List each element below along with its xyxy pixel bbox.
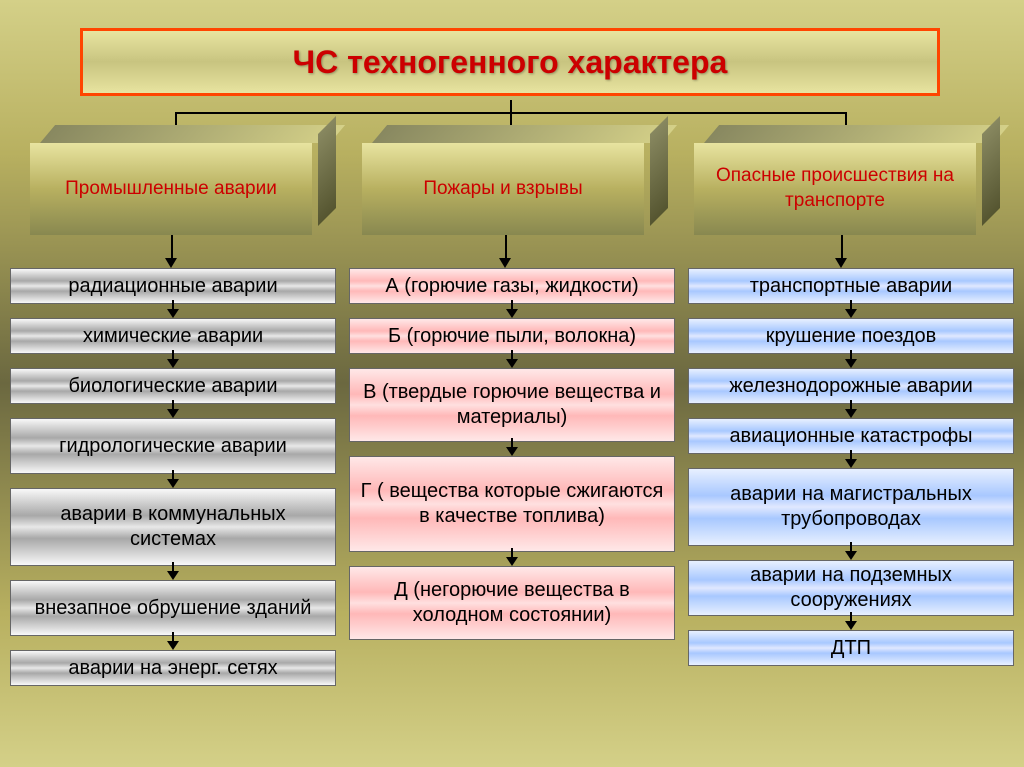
list-item: ДТП bbox=[688, 630, 1014, 666]
list-item: гидрологические аварии bbox=[10, 418, 336, 474]
arrow-down-icon bbox=[850, 400, 852, 410]
arrow-down-icon bbox=[172, 562, 174, 572]
item-text: химические аварии bbox=[83, 324, 263, 349]
item-text: аварии на магистральных трубопроводах bbox=[695, 482, 1007, 532]
list-item: Д (негорючие вещества в холодном состоян… bbox=[349, 566, 675, 640]
item-text: транспортные аварии bbox=[750, 274, 952, 299]
item-text: биологические аварии bbox=[68, 374, 277, 399]
list-item: аварии в коммунальных системах bbox=[10, 488, 336, 566]
list-item: аварии на подземных сооружениях bbox=[688, 560, 1014, 616]
category-fires: Пожары и взрывы bbox=[362, 125, 662, 235]
category-transport: Опасные происшествия на транспорте bbox=[694, 125, 994, 235]
arrow-down-icon bbox=[850, 612, 852, 622]
category-row: Промышленные аварии Пожары и взрывы Опас… bbox=[30, 125, 994, 235]
arrow-down-icon bbox=[511, 438, 513, 448]
main-title: ЧС техногенного характера bbox=[80, 28, 940, 96]
list-item: В (твердые горючие вещества и материалы) bbox=[349, 368, 675, 442]
list-item: А (горючие газы, жидкости) bbox=[349, 268, 675, 304]
item-text: авиационные катастрофы bbox=[729, 424, 972, 449]
arrow-down-icon bbox=[172, 300, 174, 310]
list-item: железнодорожные аварии bbox=[688, 368, 1014, 404]
item-text: Б (горючие пыли, волокна) bbox=[388, 324, 636, 349]
item-text: А (горючие газы, жидкости) bbox=[385, 274, 638, 299]
arrow-down-icon bbox=[511, 548, 513, 558]
arrow-down-icon bbox=[172, 632, 174, 642]
arrow-down-icon bbox=[511, 300, 513, 310]
item-text: радиационные аварии bbox=[68, 274, 277, 299]
item-text: крушение поездов bbox=[766, 324, 937, 349]
list-item: химические аварии bbox=[10, 318, 336, 354]
cat-label: Промышленные аварии bbox=[65, 177, 277, 202]
item-text: аварии на подземных сооружениях bbox=[695, 563, 1007, 613]
item-text: внезапное обрушение зданий bbox=[35, 596, 312, 621]
arrow-down-icon bbox=[511, 350, 513, 360]
category-industrial: Промышленные аварии bbox=[30, 125, 330, 235]
item-text: Д (негорючие вещества в холодном состоян… bbox=[356, 578, 668, 628]
list-item: внезапное обрушение зданий bbox=[10, 580, 336, 636]
title-text: ЧС техногенного характера bbox=[293, 44, 728, 81]
arrow-down-icon bbox=[850, 350, 852, 360]
item-text: железнодорожные аварии bbox=[729, 374, 973, 399]
list-item: авиационные катастрофы bbox=[688, 418, 1014, 454]
list-item: радиационные аварии bbox=[10, 268, 336, 304]
arrow-down-icon bbox=[172, 350, 174, 360]
arrow-down-icon bbox=[850, 542, 852, 552]
list-item: Г ( вещества которые сжигаются в качеств… bbox=[349, 456, 675, 552]
item-text: В (твердые горючие вещества и материалы) bbox=[356, 380, 668, 430]
list-item: аварии на энерг. сетях bbox=[10, 650, 336, 686]
item-text: аварии в коммунальных системах bbox=[17, 502, 329, 552]
cat-label: Пожары и взрывы bbox=[423, 177, 582, 202]
item-text: Г ( вещества которые сжигаются в качеств… bbox=[356, 479, 668, 529]
item-text: аварии на энерг. сетях bbox=[68, 656, 277, 681]
arrow-down-icon bbox=[172, 470, 174, 480]
list-item: биологические аварии bbox=[10, 368, 336, 404]
arrow-down-icon bbox=[172, 400, 174, 410]
list-item: Б (горючие пыли, волокна) bbox=[349, 318, 675, 354]
list-item: транспортные аварии bbox=[688, 268, 1014, 304]
cat-label: Опасные происшествия на транспорте bbox=[699, 164, 971, 213]
arrow-down-icon bbox=[850, 300, 852, 310]
item-text: ДТП bbox=[831, 636, 871, 661]
arrow-down-icon bbox=[850, 450, 852, 460]
list-item: крушение поездов bbox=[688, 318, 1014, 354]
list-item: аварии на магистральных трубопроводах bbox=[688, 468, 1014, 546]
item-text: гидрологические аварии bbox=[59, 434, 287, 459]
